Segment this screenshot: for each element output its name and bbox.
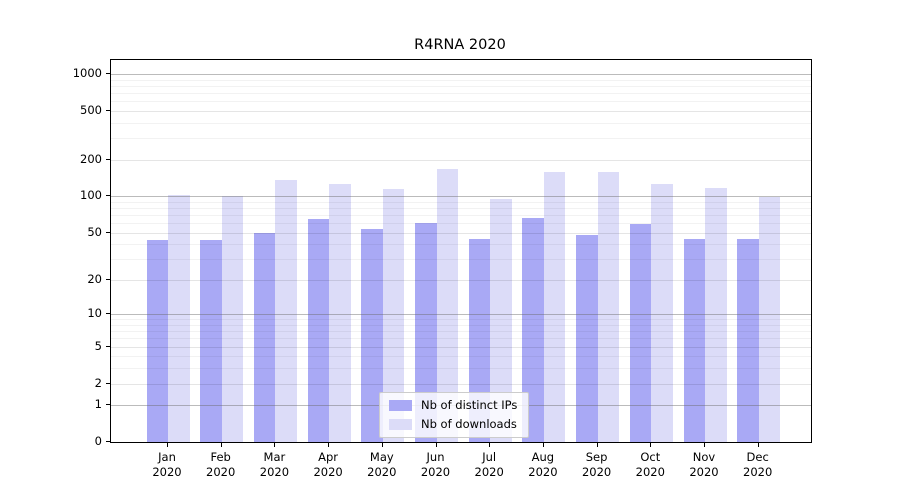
bar-nov-distinct-ips: [683, 239, 705, 442]
gridline: [111, 92, 811, 94]
legend: Nb of distinct IPs Nb of downloads: [379, 392, 530, 438]
y-tick-label: 5: [94, 338, 102, 353]
x-tick-label: Feb 2020: [206, 450, 236, 479]
gridline: [111, 159, 811, 161]
bar-sep-downloads: [597, 171, 620, 442]
bar-jun-distinct-ips: [415, 223, 437, 442]
bar-dec-downloads: [758, 197, 781, 442]
plot-area: [110, 59, 812, 443]
x-tick: [489, 443, 491, 447]
bar-jan-downloads: [168, 195, 190, 442]
x-tick: [542, 443, 544, 447]
x-tick: [596, 443, 598, 447]
gridline: [111, 122, 811, 124]
y-tick-label: 1000: [72, 66, 102, 80]
bar-oct-distinct-ips: [629, 223, 652, 442]
y-tick: [106, 195, 110, 197]
y-tick: [106, 109, 110, 111]
x-tick: [381, 443, 383, 447]
y-tick: [106, 441, 110, 442]
x-tick: [274, 443, 276, 447]
y-tick: [106, 345, 110, 347]
y-tick-label: 0: [94, 434, 102, 448]
bar-mar-distinct-ips: [253, 232, 276, 442]
gridline: [111, 110, 811, 112]
bar-jun-downloads: [436, 169, 458, 442]
x-tick-label: Sep 2020: [581, 450, 612, 479]
y-tick: [106, 278, 110, 280]
x-tick: [704, 443, 705, 447]
x-tick-label: Jun 2020: [420, 450, 451, 479]
y-tick-label: 200: [80, 151, 102, 166]
bar-may-downloads: [382, 189, 405, 442]
y-tick-label: 500: [80, 102, 102, 117]
y-tick-label: 10: [87, 306, 102, 321]
bar-feb-distinct-ips: [200, 240, 222, 442]
y-tick: [106, 158, 110, 160]
bar-apr-distinct-ips: [307, 218, 330, 442]
y-tick-label: 50: [87, 224, 102, 239]
bar-jul-distinct-ips: [468, 239, 491, 442]
y-tick: [106, 313, 110, 315]
bar-aug-downloads: [543, 171, 566, 442]
x-tick-label: Dec 2020: [743, 450, 773, 479]
bar-may-distinct-ips: [361, 228, 383, 442]
bar-aug-distinct-ips: [522, 218, 544, 442]
gridline: [111, 101, 811, 103]
x-tick: [435, 443, 437, 447]
y-tick-label: 20: [87, 271, 102, 286]
y-tick: [106, 231, 110, 233]
gridline: [111, 74, 811, 75]
bar-nov-downloads: [705, 188, 727, 442]
x-tick-label: Jan 2020: [152, 450, 182, 479]
x-tick: [167, 443, 168, 447]
gridline: [111, 85, 811, 87]
x-tick: [328, 443, 330, 447]
x-tick: [757, 443, 759, 447]
x-tick-label: Aug 2020: [528, 450, 558, 479]
bar-sep-distinct-ips: [576, 234, 598, 442]
gridline: [111, 79, 811, 81]
y-tick-label: 100: [80, 188, 102, 203]
bar-apr-downloads: [329, 184, 351, 442]
x-tick-label: Jul 2020: [474, 450, 504, 479]
bar-dec-distinct-ips: [737, 239, 759, 442]
x-tick: [650, 443, 652, 447]
bar-jul-downloads: [490, 198, 512, 442]
y-tick-label: 2: [94, 375, 102, 390]
legend-entry: Nb of distinct IPs: [389, 398, 517, 412]
bar-jan-distinct-ips: [146, 240, 168, 442]
x-tick: [220, 443, 222, 447]
y-tick: [106, 382, 110, 384]
x-tick-label: Nov 2020: [689, 450, 719, 479]
legend-entry: Nb of downloads: [389, 417, 517, 431]
x-tick-label: Mar 2020: [259, 450, 290, 479]
gridline: [111, 138, 811, 139]
y-tick-label: 1: [94, 397, 102, 412]
y-tick: [106, 73, 110, 74]
chart-title: R4RNA 2020: [414, 37, 506, 53]
y-tick: [106, 404, 110, 406]
x-tick-label: Oct 2020: [635, 450, 665, 479]
legend-label: Nb of distinct IPs: [421, 398, 518, 412]
x-tick-label: May 2020: [367, 450, 397, 479]
x-tick-label: Apr 2020: [313, 450, 343, 479]
bar-feb-downloads: [221, 195, 244, 442]
bar-mar-downloads: [275, 179, 297, 442]
legend-label: Nb of downloads: [421, 417, 517, 431]
bar-oct-downloads: [651, 183, 673, 442]
legend-swatch-downloads: [389, 418, 412, 430]
legend-swatch-distinct-ips: [389, 399, 412, 411]
